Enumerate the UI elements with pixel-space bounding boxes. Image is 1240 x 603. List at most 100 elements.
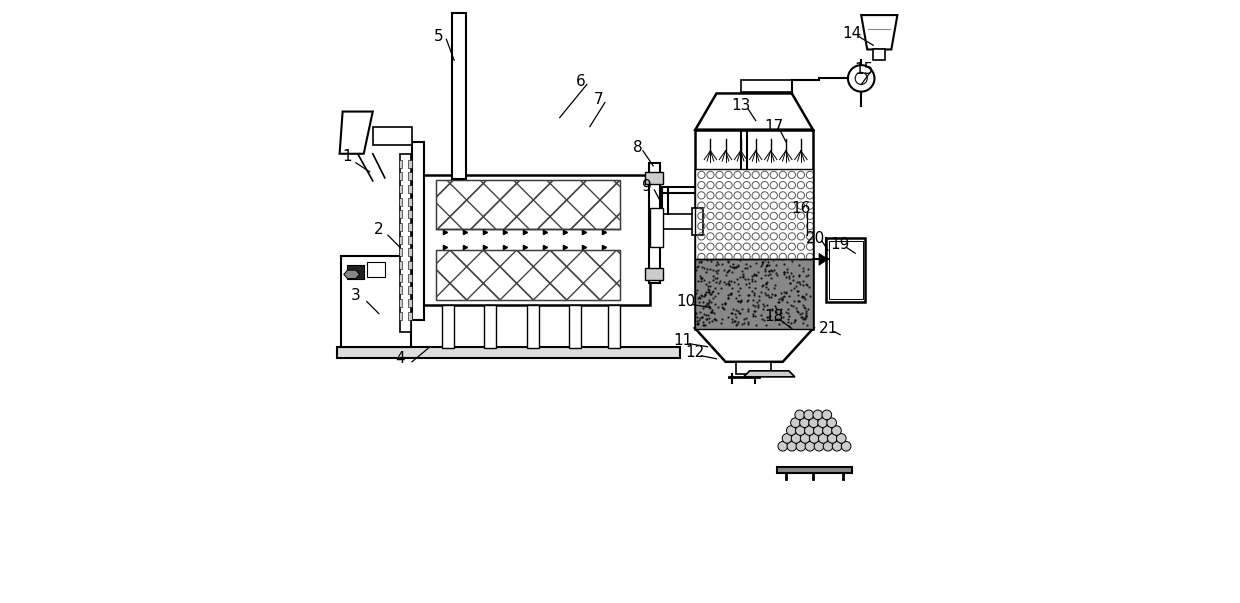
Circle shape bbox=[856, 72, 867, 84]
Text: 9: 9 bbox=[642, 180, 652, 194]
Bar bbox=[661, 214, 697, 229]
Bar bbox=[399, 185, 402, 193]
Bar bbox=[649, 163, 660, 283]
Bar bbox=[367, 262, 384, 277]
Circle shape bbox=[795, 410, 805, 420]
Bar bbox=[696, 259, 813, 329]
Bar bbox=[347, 265, 365, 279]
Bar bbox=[485, 305, 496, 348]
Circle shape bbox=[813, 426, 823, 435]
Bar bbox=[645, 172, 663, 184]
Bar bbox=[408, 223, 412, 231]
Bar bbox=[399, 198, 402, 206]
Bar bbox=[373, 127, 412, 145]
Bar bbox=[336, 347, 681, 358]
Bar bbox=[408, 261, 412, 269]
Bar bbox=[696, 169, 813, 259]
Circle shape bbox=[822, 410, 832, 420]
Circle shape bbox=[848, 65, 874, 92]
Polygon shape bbox=[696, 93, 813, 130]
Polygon shape bbox=[744, 371, 795, 377]
Circle shape bbox=[786, 426, 796, 435]
Bar bbox=[443, 305, 454, 348]
Bar bbox=[408, 160, 412, 168]
Circle shape bbox=[832, 441, 842, 451]
Circle shape bbox=[827, 434, 837, 443]
Text: 7: 7 bbox=[594, 92, 604, 107]
Bar bbox=[399, 274, 402, 282]
Text: 15: 15 bbox=[854, 62, 874, 77]
Circle shape bbox=[796, 441, 806, 451]
Text: 17: 17 bbox=[764, 119, 784, 134]
Bar bbox=[399, 312, 402, 320]
Bar bbox=[412, 142, 424, 320]
Bar bbox=[453, 13, 466, 179]
Text: 20: 20 bbox=[806, 231, 826, 245]
Circle shape bbox=[808, 418, 818, 428]
Circle shape bbox=[800, 434, 810, 443]
Bar bbox=[436, 250, 620, 300]
Polygon shape bbox=[862, 15, 898, 49]
Text: 6: 6 bbox=[575, 74, 585, 89]
Circle shape bbox=[804, 410, 813, 420]
Circle shape bbox=[813, 410, 822, 420]
Bar bbox=[408, 312, 412, 320]
Circle shape bbox=[822, 426, 832, 435]
Bar bbox=[399, 286, 402, 294]
Polygon shape bbox=[818, 253, 828, 265]
Bar bbox=[408, 274, 412, 282]
Circle shape bbox=[815, 441, 823, 451]
Circle shape bbox=[805, 426, 815, 435]
Bar bbox=[399, 172, 402, 180]
Bar bbox=[408, 248, 412, 256]
Bar bbox=[776, 467, 852, 473]
Text: 1: 1 bbox=[342, 150, 352, 164]
Bar bbox=[873, 49, 885, 60]
Bar bbox=[692, 208, 703, 235]
Text: 13: 13 bbox=[730, 98, 750, 113]
Text: 4: 4 bbox=[396, 352, 404, 366]
Bar bbox=[828, 241, 863, 299]
Circle shape bbox=[810, 434, 818, 443]
Text: 2: 2 bbox=[374, 222, 383, 236]
Bar bbox=[696, 169, 813, 259]
Bar bbox=[408, 286, 412, 294]
Polygon shape bbox=[343, 270, 360, 279]
Bar bbox=[826, 238, 866, 302]
Bar bbox=[408, 236, 412, 244]
Bar bbox=[696, 130, 813, 329]
Text: 5: 5 bbox=[434, 29, 444, 43]
Bar bbox=[436, 180, 620, 229]
Circle shape bbox=[832, 426, 841, 435]
Text: 10: 10 bbox=[677, 294, 696, 309]
Text: 14: 14 bbox=[842, 26, 862, 40]
Circle shape bbox=[777, 441, 787, 451]
Bar bbox=[399, 299, 402, 307]
Bar bbox=[399, 261, 402, 269]
Text: 19: 19 bbox=[831, 237, 849, 251]
Bar bbox=[399, 248, 402, 256]
Bar bbox=[436, 180, 620, 229]
Bar bbox=[408, 299, 412, 307]
Text: 18: 18 bbox=[764, 309, 784, 324]
Text: 3: 3 bbox=[351, 288, 361, 303]
Bar bbox=[569, 305, 580, 348]
Circle shape bbox=[791, 434, 801, 443]
Circle shape bbox=[791, 418, 800, 428]
Circle shape bbox=[805, 441, 815, 451]
Bar bbox=[740, 80, 792, 92]
Circle shape bbox=[818, 418, 827, 428]
Circle shape bbox=[782, 434, 792, 443]
Bar bbox=[412, 175, 650, 305]
Circle shape bbox=[796, 426, 805, 435]
Text: 11: 11 bbox=[673, 333, 693, 348]
Bar bbox=[737, 362, 771, 374]
Text: 12: 12 bbox=[686, 346, 706, 360]
Circle shape bbox=[837, 434, 846, 443]
Text: 16: 16 bbox=[791, 201, 811, 215]
Bar bbox=[436, 250, 620, 300]
Bar bbox=[650, 208, 663, 247]
Bar bbox=[436, 180, 620, 229]
Bar bbox=[399, 160, 402, 168]
Bar bbox=[527, 305, 538, 348]
